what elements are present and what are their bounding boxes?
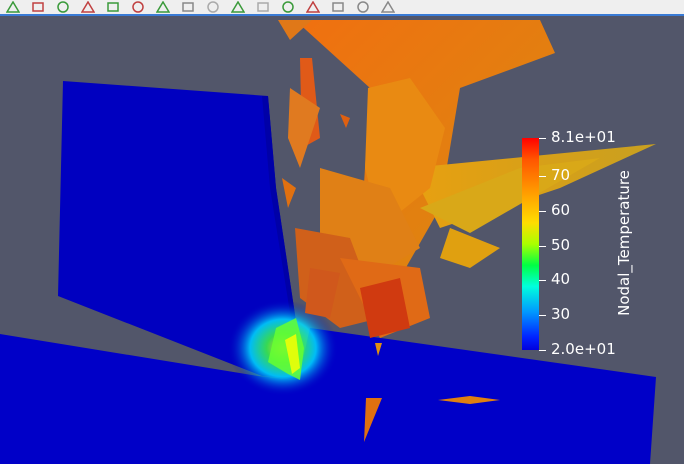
- shard-small-2: [288, 88, 320, 168]
- hover-cells-button[interactable]: [229, 0, 247, 14]
- select-cells-polygon-button[interactable]: [79, 0, 97, 14]
- probe-button[interactable]: [254, 0, 272, 14]
- select-points-through-icon: [32, 2, 44, 12]
- select-blocks-icon: [132, 1, 144, 13]
- frustum-select-icon: [182, 2, 194, 12]
- colorbar-label: 40: [551, 270, 571, 288]
- hot-spot-center: [285, 334, 300, 374]
- 3d-scene[interactable]: [0, 18, 684, 464]
- colorbar-tick: [539, 246, 546, 247]
- shrink-selection-icon: [357, 1, 369, 13]
- colorbar-title: Nodal_Temperature: [615, 170, 633, 316]
- clear-selection-button[interactable]: [379, 0, 397, 14]
- select-points-on-icon: [6, 1, 20, 13]
- colorbar-label: 60: [551, 201, 571, 219]
- select-points-on-button[interactable]: [4, 0, 22, 14]
- hover-points-icon: [156, 1, 170, 13]
- shard-small-5: [440, 228, 500, 268]
- selection-toolbar: [0, 0, 684, 16]
- pick-point-icon: [207, 1, 219, 13]
- colorbar-gradient: [522, 138, 539, 350]
- shard-drop-2: [375, 343, 382, 356]
- colorbar-label: 30: [551, 305, 571, 323]
- hover-points-button[interactable]: [154, 0, 172, 14]
- colorbar-label: 50: [551, 236, 571, 254]
- probe-icon: [257, 2, 269, 12]
- grow-selection-button[interactable]: [329, 0, 347, 14]
- pick-point-button[interactable]: [204, 0, 222, 14]
- shard-right-2: [420, 158, 600, 233]
- upright-plate: [58, 81, 300, 380]
- colorbar-label: 2.0e+01: [551, 340, 616, 358]
- zoom-to-box-icon: [57, 1, 69, 13]
- base-plate: [0, 328, 656, 464]
- render-select-button[interactable]: [279, 0, 297, 14]
- zoom-to-box-button[interactable]: [54, 0, 72, 14]
- colorbar-tick: [539, 280, 546, 281]
- colorbar-tick: [539, 176, 546, 177]
- clear-selection-icon: [381, 1, 395, 13]
- colorbar-tick: [539, 138, 546, 139]
- colorbar-label: 70: [551, 166, 571, 184]
- shard-small-4: [282, 178, 296, 208]
- interactive-select-button[interactable]: [104, 0, 122, 14]
- hover-cells-icon: [231, 1, 245, 13]
- render-select-icon: [282, 1, 294, 13]
- link-select-icon: [306, 1, 320, 13]
- colorbar-tick: [539, 315, 546, 316]
- shard-drop: [364, 398, 382, 442]
- shard-top: [278, 20, 312, 40]
- frustum-select-button[interactable]: [179, 0, 197, 14]
- colorbar-tick: [539, 211, 546, 212]
- shard-small-6: [305, 268, 340, 318]
- shard-red: [360, 278, 410, 338]
- shard-small-3: [340, 114, 350, 128]
- colorbar-tick: [539, 350, 546, 351]
- select-cells-polygon-icon: [81, 1, 95, 13]
- select-points-through-button[interactable]: [29, 0, 47, 14]
- interactive-select-icon: [107, 2, 119, 12]
- shrink-selection-button[interactable]: [354, 0, 372, 14]
- grow-selection-icon: [332, 2, 344, 12]
- shard-flat: [438, 396, 500, 404]
- select-blocks-button[interactable]: [129, 0, 147, 14]
- upright-plate-edge: [262, 96, 300, 350]
- link-select-button[interactable]: [304, 0, 322, 14]
- render-viewport[interactable]: [0, 18, 684, 464]
- colorbar-label: 8.1e+01: [551, 128, 616, 146]
